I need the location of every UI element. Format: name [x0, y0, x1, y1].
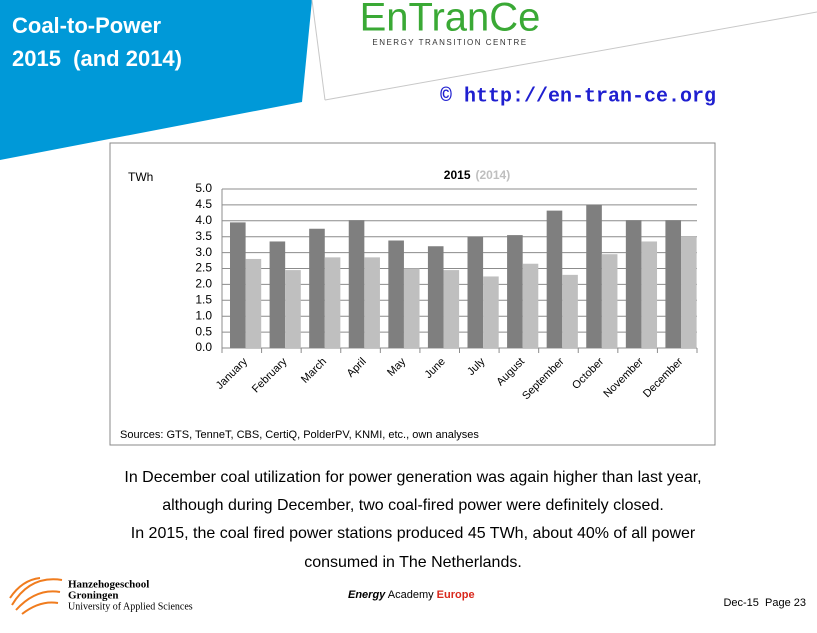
body-text: In 2015, the coal fired power stations p…	[131, 525, 696, 542]
copyright: © http://en-tran-ce.org	[440, 85, 716, 108]
y-tick-label: 4.0	[195, 213, 212, 227]
bar	[245, 258, 262, 348]
y-tick-label: 0.5	[195, 324, 212, 338]
bar	[641, 241, 658, 348]
school-name: Groningen	[68, 590, 119, 602]
y-tick-label: 1.0	[195, 308, 212, 322]
title-band	[0, 0, 312, 160]
academy-part: Energy	[348, 589, 386, 601]
bar	[443, 270, 460, 348]
y-tick-label: 2.5	[195, 261, 212, 275]
academy-part: Academy	[388, 589, 434, 601]
bar	[562, 274, 578, 348]
academy: Energy Academy Europe	[348, 589, 475, 601]
decor-line	[311, 0, 326, 101]
bar	[507, 235, 523, 348]
bar	[427, 246, 444, 348]
y-tick-label: 0.0	[195, 340, 212, 354]
bar	[285, 270, 301, 348]
bar	[601, 254, 618, 348]
y-tick-label: 3.5	[195, 229, 212, 243]
y-tick-label: 5.0	[195, 181, 212, 195]
body-text: consumed in The Netherlands.	[304, 554, 522, 571]
y-tick-label: 1.5	[195, 292, 212, 306]
page-number: Dec-15 Page 23	[723, 597, 806, 609]
bar	[364, 257, 380, 348]
bar	[269, 241, 286, 348]
decor-line	[324, 11, 817, 101]
slide-title: 2015 (and 2014)	[12, 46, 182, 71]
source: Sources: GTS, TenneT, CBS, CertiQ, Polde…	[120, 429, 479, 441]
bar	[522, 263, 539, 348]
logo-subtitle: ENERGY TRANSITION CENTRE	[372, 38, 527, 47]
bar	[309, 228, 325, 348]
bar	[467, 236, 484, 348]
bar	[546, 210, 563, 348]
y-tick-label: 4.5	[195, 197, 212, 211]
academy-part: Europe	[437, 589, 475, 601]
school-logo-mark	[9, 577, 63, 615]
bar	[681, 236, 697, 348]
chart-title: 2015 (2014)	[444, 168, 510, 182]
logo: EnTranCe	[360, 0, 541, 40]
legend-entry: (2014)	[476, 168, 511, 182]
bar	[324, 257, 341, 348]
body-text: In December coal utilization for power g…	[124, 469, 701, 486]
bar	[483, 276, 499, 348]
bar	[625, 220, 642, 348]
bar	[348, 220, 365, 348]
y-axis-label: TWh	[128, 170, 153, 184]
bar	[586, 204, 602, 348]
bar	[230, 222, 246, 348]
legend-entry: 2015	[444, 168, 471, 182]
slide-title: Coal-to-Power	[12, 13, 162, 38]
school-name: University of Applied Sciences	[68, 601, 193, 612]
school-name: Hanzehogeschool	[68, 579, 149, 591]
bar	[665, 220, 682, 348]
body-text: although during December, two coal-fired…	[162, 497, 664, 514]
bar	[388, 240, 404, 348]
y-tick-label: 3.0	[195, 245, 212, 259]
y-tick-label: 2.0	[195, 277, 212, 291]
bar	[403, 268, 420, 348]
